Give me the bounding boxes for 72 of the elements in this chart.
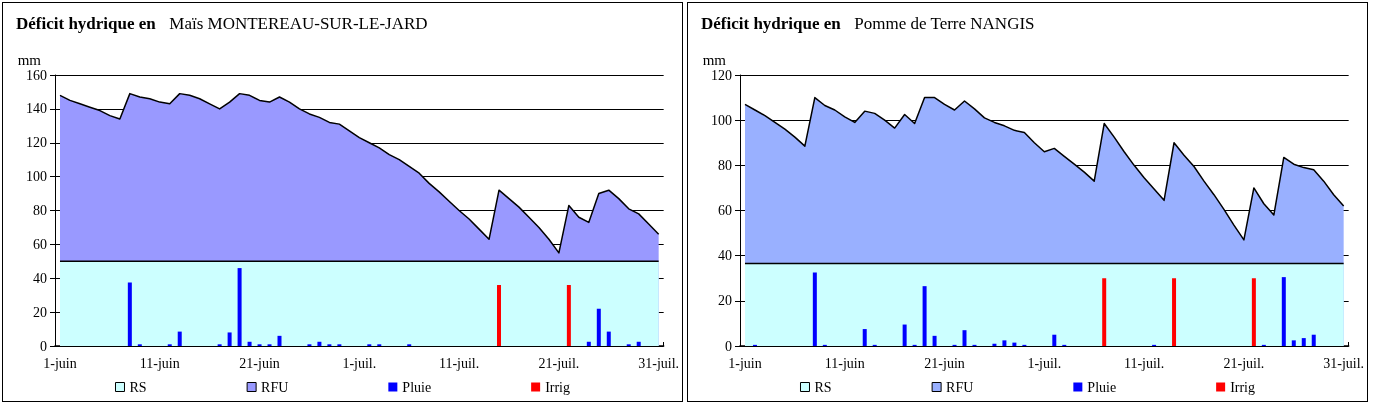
bar: [1002, 340, 1007, 346]
bar: [1281, 277, 1286, 346]
y-tick-label: 60: [718, 203, 732, 218]
x-tick-label: 11-juin: [139, 355, 180, 371]
x-tick-label: 1-juin: [728, 355, 762, 371]
bar: [237, 268, 242, 346]
bar: [127, 282, 132, 346]
bar: [862, 329, 867, 346]
y-tick-label: 120: [711, 67, 732, 83]
legend-label: Irrig: [1230, 379, 1256, 395]
y-tick-label: 60: [33, 236, 47, 252]
bar: [1301, 338, 1306, 346]
legend-label: RFU: [946, 379, 974, 395]
x-tick-label: 11-juin: [824, 355, 865, 371]
bar: [902, 324, 907, 346]
y-axis-title: mm: [702, 51, 727, 68]
x-tick-label: 21-juin: [239, 355, 280, 371]
y-tick-label: 40: [33, 270, 47, 286]
bar: [636, 341, 641, 346]
x-tick-label: 21-juil.: [1223, 355, 1265, 371]
y-tick-label: 140: [26, 101, 47, 117]
chart-title: Déficit hydrique en: [701, 13, 842, 33]
x-tick-label: 31-juil.: [1323, 355, 1365, 371]
legend-label: Irrig: [545, 379, 571, 395]
x-tick-label: 1-juil.: [1027, 355, 1062, 371]
bar: [1311, 334, 1316, 346]
bar: [812, 272, 817, 346]
x-tick-label: 1-juin: [43, 355, 77, 371]
x-tick-label: 21-juin: [924, 355, 965, 371]
legend-label: Pluie: [1087, 379, 1117, 395]
bar: [247, 341, 252, 346]
bar: [1172, 278, 1177, 346]
chart-title: Déficit hydrique en: [16, 13, 157, 33]
bar: [227, 332, 232, 346]
bar: [596, 308, 601, 346]
legend-label: RS: [814, 379, 832, 395]
chart-subtitle: Pomme de Terre NANGIS: [854, 13, 1035, 33]
bar: [317, 341, 322, 346]
y-tick-label: 80: [718, 157, 732, 173]
y-tick-label: 120: [26, 135, 47, 151]
bar: [1291, 340, 1296, 346]
bar: [932, 335, 937, 346]
bar: [177, 331, 182, 346]
y-tick-label: 40: [718, 248, 732, 264]
legend-label: RFU: [261, 379, 289, 395]
bar: [962, 330, 967, 346]
y-axis-title: mm: [17, 51, 42, 68]
bar: [1102, 278, 1107, 346]
x-tick-label: 21-juil.: [538, 355, 580, 371]
legend-label: Pluie: [402, 379, 432, 395]
x-tick-label: 11-juil.: [438, 355, 480, 371]
bar: [922, 286, 927, 346]
y-tick-label: 100: [711, 112, 732, 128]
y-tick-label: 20: [718, 293, 732, 309]
bar: [606, 331, 611, 346]
bar: [586, 341, 591, 346]
bar: [566, 285, 571, 346]
y-tick-label: 0: [40, 338, 47, 354]
bar: [1251, 278, 1256, 346]
bar: [497, 285, 502, 346]
y-tick-label: 100: [26, 169, 47, 185]
y-tick-label: 0: [725, 338, 732, 354]
x-tick-label: 1-juil.: [342, 355, 377, 371]
y-tick-label: 160: [26, 67, 47, 83]
x-tick-label: 31-juil.: [638, 355, 680, 371]
y-tick-label: 80: [33, 203, 47, 218]
chart-subtitle: Maïs MONTEREAU-SUR-LE-JARD: [169, 13, 428, 33]
y-tick-label: 20: [33, 304, 47, 320]
bar: [1052, 334, 1057, 346]
legend-label: RS: [129, 379, 147, 395]
x-tick-label: 11-juil.: [1123, 355, 1165, 371]
bar: [277, 335, 282, 346]
